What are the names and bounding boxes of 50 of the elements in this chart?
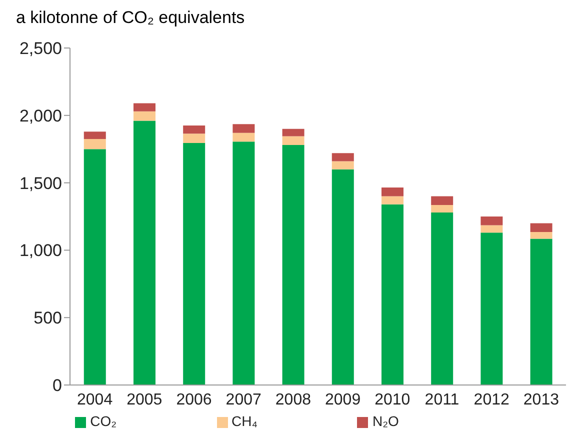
bar: [133, 120, 156, 385]
x-tick-label: 2012: [474, 391, 510, 408]
y-tick-label: 500: [34, 308, 62, 328]
bar: [381, 196, 404, 204]
bar: [183, 143, 206, 385]
bar: [332, 169, 354, 385]
bar: [232, 124, 255, 133]
bar: [183, 134, 206, 144]
x-tick-label: 2005: [126, 391, 162, 408]
chart-title: a kilotonne of CO₂ equivalents: [16, 8, 246, 29]
bar: [282, 136, 304, 146]
bar: [381, 204, 404, 385]
bar: [530, 223, 552, 232]
bar: [232, 132, 255, 142]
bar: [381, 188, 404, 196]
bar: [480, 225, 503, 233]
x-tick-label: 2006: [176, 391, 212, 408]
bar: [133, 103, 156, 112]
bar: [84, 132, 106, 139]
bar: [232, 142, 255, 385]
x-tick-label: 2013: [523, 391, 560, 408]
x-tick-label: 2008: [275, 391, 312, 408]
bar: [431, 205, 454, 212]
x-tick-label: 2004: [77, 391, 113, 408]
bar: [431, 212, 454, 385]
bar: [530, 238, 552, 385]
bar: [84, 149, 106, 385]
y-tick-label: 1,000: [19, 241, 62, 260]
y-tick-label: 2,000: [19, 106, 62, 126]
bar: [332, 153, 354, 162]
bar: [332, 161, 354, 170]
bar: [282, 145, 304, 385]
x-tick-label: 2011: [424, 391, 460, 408]
y-tick-label: 0: [52, 376, 62, 396]
x-tick-label: 2010: [374, 391, 410, 408]
y-tick-label: 2,500: [19, 39, 62, 58]
y-tick-label: 1,500: [19, 174, 62, 193]
bar: [431, 196, 454, 206]
bar: [183, 126, 206, 134]
legend-label: CH₄: [232, 413, 258, 429]
x-tick-label: 2009: [325, 391, 361, 408]
bar: [480, 216, 503, 226]
legend-label: CO₂: [90, 413, 117, 429]
x-tick-label: 2007: [226, 391, 262, 408]
bar: [530, 232, 552, 239]
bar: [282, 128, 304, 136]
legend-label: N₂O: [372, 413, 399, 429]
bar: [133, 111, 156, 121]
bar: [480, 232, 503, 385]
bar: [84, 138, 106, 150]
